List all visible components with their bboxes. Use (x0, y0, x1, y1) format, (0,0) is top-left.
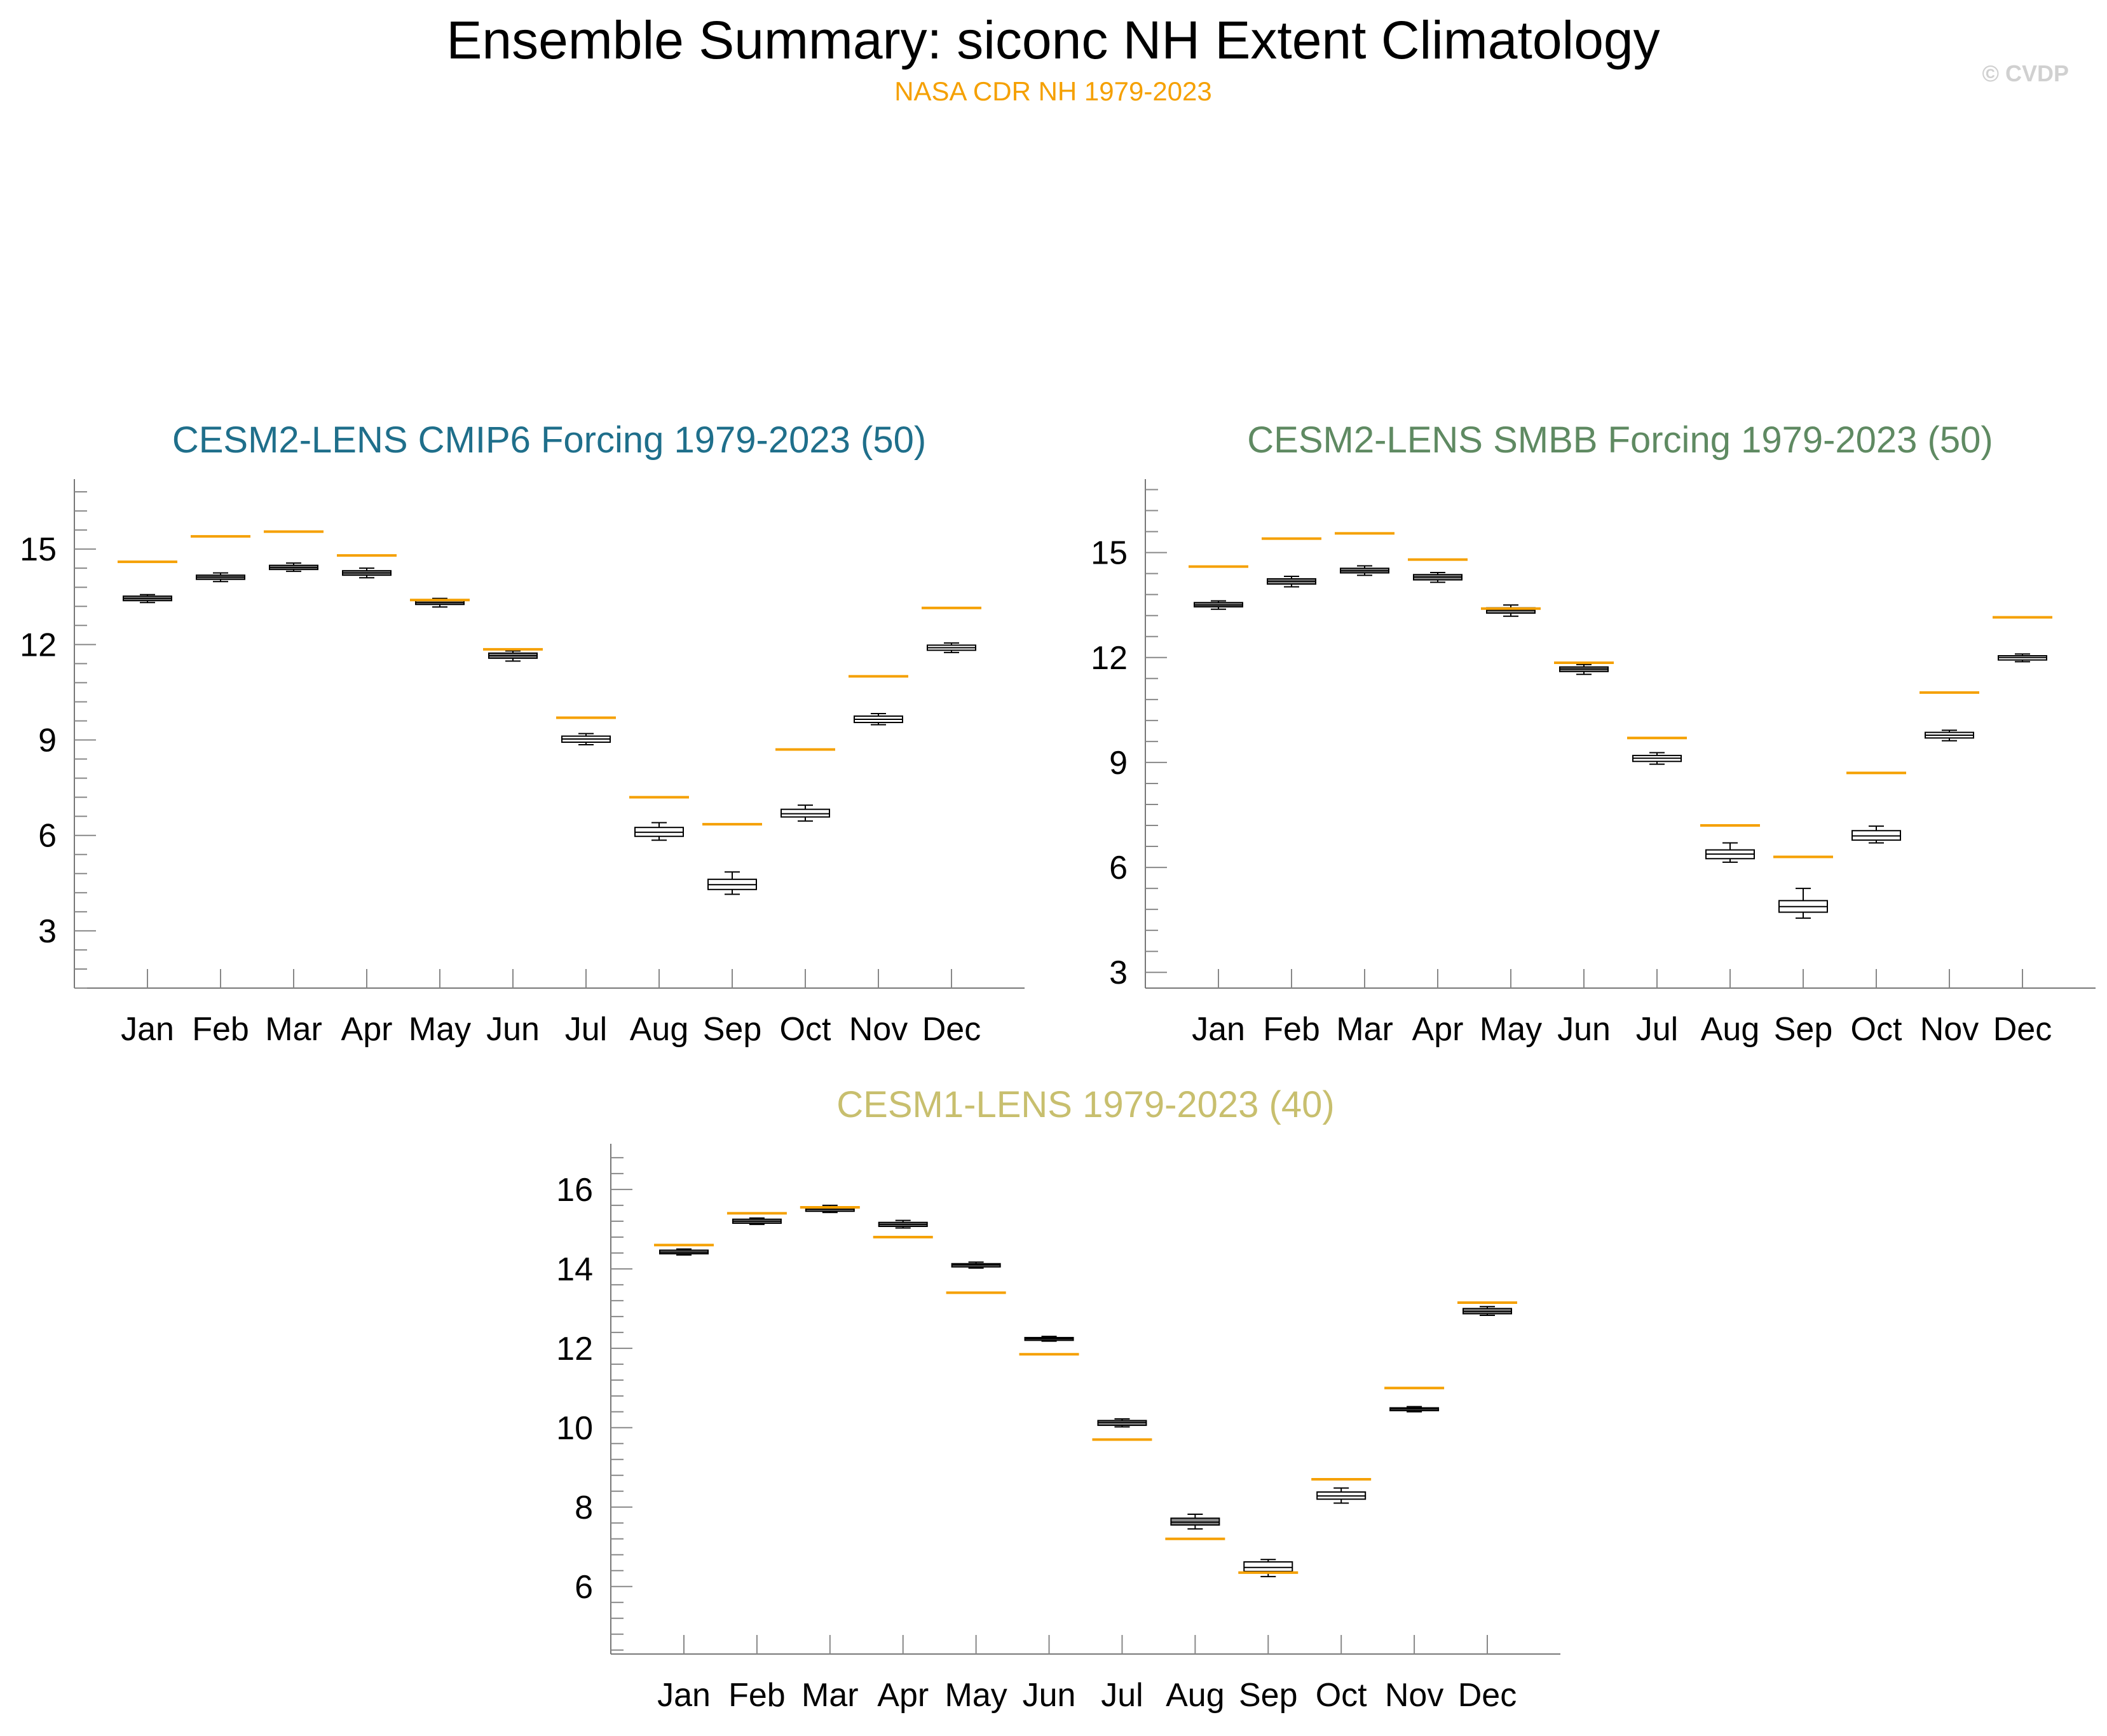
panel-title: CESM2-LENS CMIP6 Forcing 1979-2023 (50) (172, 419, 926, 461)
box-jan (123, 593, 172, 604)
x-tick-label: Aug (1701, 1011, 1760, 1048)
box-may (1486, 604, 1536, 617)
box-aug (1705, 842, 1755, 863)
x-tick-label: Jul (1636, 1011, 1678, 1048)
y-tick-label: 10 (556, 1410, 593, 1447)
box-apr (878, 1219, 928, 1229)
panel-cesm2-cmip6: CESM2-LENS CMIP6 Forcing 1979-2023 (50) … (20, 419, 1025, 1048)
y-tick-label: 9 (1109, 745, 1128, 782)
box-dec (1998, 653, 2047, 663)
box-nov (1925, 729, 1974, 742)
box-jul (1097, 1418, 1147, 1428)
x-tick-label: Apr (1412, 1011, 1464, 1048)
x-tick-label: May (409, 1011, 471, 1048)
y-tick-label: 3 (1109, 954, 1128, 991)
x-tick-label: Apr (877, 1677, 929, 1714)
y-tick-label: 8 (575, 1489, 593, 1526)
y-tick-label: 6 (575, 1569, 593, 1606)
box-jun (1024, 1336, 1074, 1342)
x-tick-label: Jul (565, 1011, 607, 1048)
x-tick-label: Nov (1385, 1677, 1443, 1714)
box-jun (488, 650, 538, 662)
x-tick-label: May (945, 1677, 1007, 1714)
x-tick-label: Jun (1023, 1677, 1076, 1714)
box-jan (659, 1248, 709, 1256)
box-sep (707, 871, 757, 895)
box-jan (1194, 600, 1243, 610)
x-tick-label: Apr (341, 1011, 393, 1048)
box-iqr (1243, 1561, 1293, 1573)
x-tick-label: Dec (1458, 1677, 1517, 1714)
x-tick-label: Feb (1263, 1011, 1320, 1048)
x-tick-label: Jun (486, 1011, 540, 1048)
y-tick-label: 15 (20, 531, 57, 568)
y-tick-label: 14 (556, 1251, 593, 1288)
y-tick-label: 12 (1091, 640, 1128, 677)
x-tick-label: Nov (1920, 1011, 1979, 1048)
x-tick-label: Jan (121, 1011, 174, 1048)
x-tick-label: Sep (1239, 1677, 1298, 1714)
figure-subtitle: NASA CDR NH 1979-2023 (894, 76, 1212, 106)
panel-cesm2-smbb: CESM2-LENS SMBB Forcing 1979-2023 (50) 3… (1091, 419, 2096, 1048)
x-tick-label: Nov (849, 1011, 908, 1048)
x-tick-label: Mar (1336, 1011, 1393, 1048)
x-tick-label: Aug (630, 1011, 689, 1048)
box-sep (1778, 888, 1828, 919)
x-tick-label: Oct (780, 1011, 831, 1048)
panel-title: CESM2-LENS SMBB Forcing 1979-2023 (50) (1247, 419, 1993, 461)
x-tick-label: Feb (192, 1011, 249, 1048)
x-tick-label: Jan (1192, 1011, 1245, 1048)
box-feb (1267, 576, 1316, 588)
box-iqr (781, 808, 830, 818)
box-apr (342, 567, 392, 579)
x-tick-label: Sep (1774, 1011, 1833, 1048)
box-feb (196, 572, 245, 583)
box-mar (1340, 565, 1389, 576)
y-tick-label: 12 (20, 627, 57, 663)
box-jun (1559, 663, 1609, 675)
y-tick-label: 16 (556, 1172, 593, 1209)
box-sep (1243, 1559, 1293, 1578)
x-tick-label: Oct (1851, 1011, 1902, 1048)
x-tick-label: Jan (657, 1677, 711, 1714)
box-aug (1170, 1514, 1220, 1530)
x-tick-label: Dec (922, 1011, 981, 1048)
box-feb (732, 1217, 782, 1225)
x-tick-label: Feb (728, 1677, 786, 1714)
panel-title: CESM1-LENS 1979-2023 (40) (836, 1084, 1334, 1125)
box-oct (1316, 1487, 1367, 1504)
x-tick-label: Jun (1557, 1011, 1611, 1048)
box-may (951, 1261, 1001, 1269)
x-tick-label: May (1480, 1011, 1542, 1048)
box-nov (854, 712, 903, 726)
figure-title: Ensemble Summary: siconc NH Extent Clima… (446, 10, 1660, 70)
x-tick-label: Oct (1316, 1677, 1367, 1714)
y-tick-label: 15 (1091, 535, 1128, 572)
x-tick-label: Aug (1166, 1677, 1225, 1714)
watermark: © CVDP (1982, 60, 2069, 86)
y-tick-label: 6 (38, 818, 57, 855)
y-tick-label: 12 (556, 1331, 593, 1367)
box-nov (1389, 1406, 1440, 1413)
box-apr (1413, 571, 1463, 583)
box-oct (1851, 825, 1901, 844)
x-tick-label: Mar (801, 1677, 859, 1714)
x-tick-label: Sep (703, 1011, 762, 1048)
y-tick-label: 9 (38, 722, 57, 759)
x-tick-label: Mar (265, 1011, 322, 1048)
box-oct (781, 804, 830, 822)
box-dec (927, 642, 976, 653)
y-tick-label: 6 (1109, 850, 1128, 886)
box-aug (634, 822, 684, 841)
box-jul (1632, 752, 1682, 765)
box-dec (1463, 1306, 1512, 1316)
box-jul (561, 733, 611, 746)
box-mar (269, 562, 318, 573)
x-tick-label: Jul (1101, 1677, 1143, 1714)
y-tick-label: 3 (38, 913, 57, 950)
panel-cesm1: CESM1-LENS 1979-2023 (40) 6 8 10 12 14 16 Jan F… (556, 1084, 1560, 1714)
x-tick-label: Dec (1993, 1011, 2052, 1048)
